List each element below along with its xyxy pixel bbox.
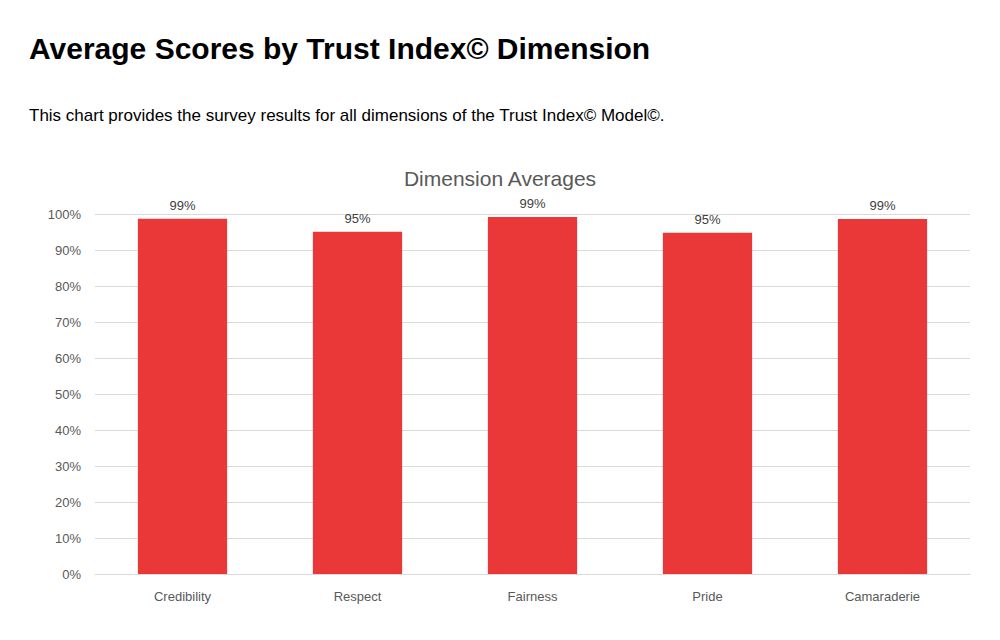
svg-text:Fairness: Fairness: [508, 589, 558, 604]
svg-text:Average Scores by Trust Index©: Average Scores by Trust Index© Dimension: [29, 32, 650, 65]
svg-text:95%: 95%: [344, 211, 370, 226]
svg-text:Dimension Averages: Dimension Averages: [404, 167, 596, 190]
svg-text:Respect: Respect: [334, 589, 382, 604]
svg-text:100%: 100%: [48, 207, 82, 222]
svg-text:40%: 40%: [55, 423, 81, 438]
svg-text:70%: 70%: [55, 315, 81, 330]
svg-text:99%: 99%: [519, 196, 545, 211]
svg-text:Credibility: Credibility: [154, 589, 212, 604]
svg-text:50%: 50%: [55, 387, 81, 402]
svg-text:99%: 99%: [169, 198, 195, 213]
svg-text:20%: 20%: [55, 495, 81, 510]
svg-text:99%: 99%: [869, 198, 895, 213]
svg-text:10%: 10%: [55, 531, 81, 546]
svg-text:Pride: Pride: [692, 589, 722, 604]
svg-text:90%: 90%: [55, 243, 81, 258]
svg-text:This chart provides the survey: This chart provides the survey results f…: [29, 106, 664, 125]
svg-text:80%: 80%: [55, 279, 81, 294]
svg-text:Camaraderie: Camaraderie: [845, 589, 920, 604]
svg-text:0%: 0%: [62, 567, 81, 582]
svg-text:95%: 95%: [694, 212, 720, 227]
svg-text:30%: 30%: [55, 459, 81, 474]
svg-text:60%: 60%: [55, 351, 81, 366]
